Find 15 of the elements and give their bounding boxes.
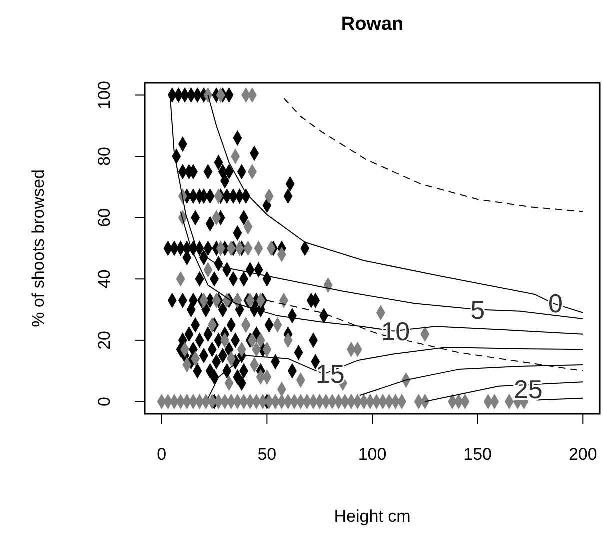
y-tick-label: 40 bbox=[95, 270, 114, 289]
y-tick-label: 0 bbox=[95, 397, 114, 406]
x-tick-label: 100 bbox=[358, 445, 387, 464]
x-tick-label: 150 bbox=[464, 445, 492, 464]
x-axis-title: Height cm bbox=[334, 507, 411, 526]
y-tick-label: 60 bbox=[95, 208, 114, 228]
y-tick-label: 100 bbox=[95, 81, 114, 110]
y-axis-title: % of shoots browsed bbox=[29, 170, 48, 328]
x-tick-label: 50 bbox=[258, 445, 277, 464]
chart-title: Rowan bbox=[341, 14, 404, 35]
y-tick-label: 80 bbox=[95, 147, 114, 166]
x-tick-label: 0 bbox=[157, 445, 167, 464]
x-tick-label: 200 bbox=[568, 445, 598, 464]
y-tick-label: 20 bbox=[95, 330, 114, 350]
line-series bbox=[284, 98, 584, 212]
